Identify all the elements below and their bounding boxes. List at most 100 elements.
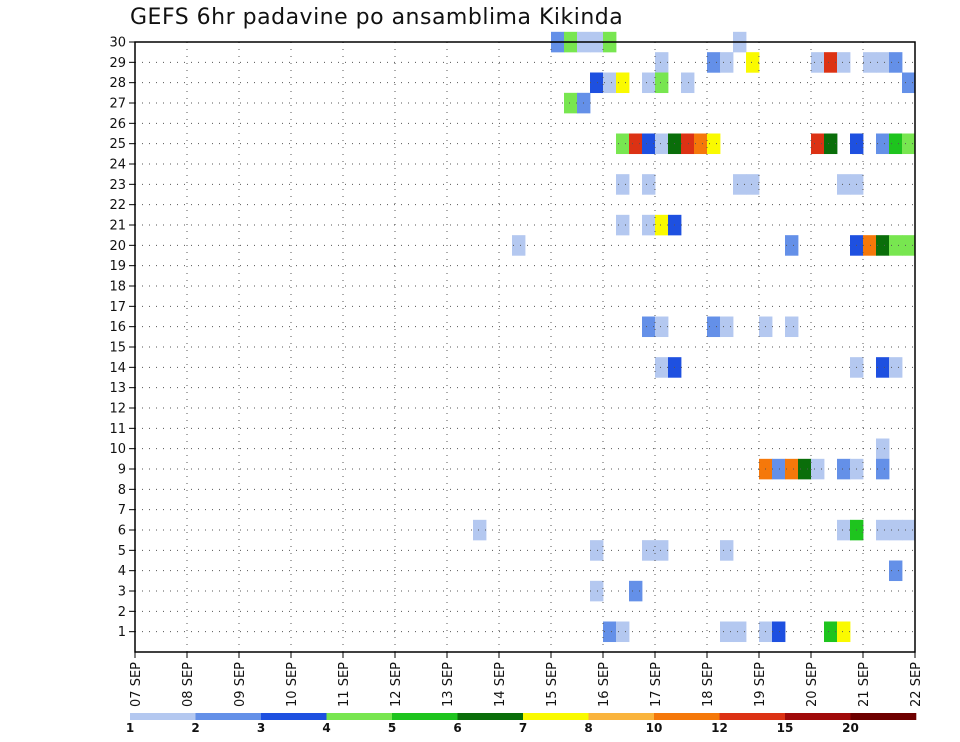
y-tick-label: 3 bbox=[118, 585, 126, 600]
x-tick-label: 13 SEP bbox=[441, 662, 456, 707]
colorbar-swatch bbox=[785, 713, 851, 720]
x-tick-label: 11 SEP bbox=[337, 662, 352, 707]
colorbar-label: 12 bbox=[711, 721, 728, 735]
y-tick-label: 16 bbox=[109, 320, 126, 335]
heatmap-cell bbox=[824, 52, 838, 73]
heatmap-cell bbox=[655, 214, 669, 236]
heatmap-cell bbox=[889, 519, 903, 541]
y-tick-label: 1 bbox=[118, 625, 126, 640]
heatmap-cell bbox=[785, 458, 799, 480]
y-tick-label: 13 bbox=[109, 381, 126, 396]
x-tick-label: 17 SEP bbox=[649, 662, 664, 707]
heatmap-cell bbox=[707, 133, 721, 155]
heatmap-cell bbox=[603, 72, 617, 94]
heatmap-cell bbox=[876, 458, 890, 480]
heatmap-cell bbox=[811, 52, 825, 73]
heatmap-cell bbox=[720, 52, 734, 73]
heatmap-cell bbox=[863, 52, 877, 73]
x-tick-label: 07 SEP bbox=[129, 662, 144, 707]
colorbar-swatch bbox=[654, 713, 720, 720]
chart-title: GEFS 6hr padavine po ansamblima Kikinda bbox=[130, 5, 624, 30]
y-tick-label: 26 bbox=[109, 117, 126, 132]
heatmap-cell bbox=[837, 621, 851, 643]
heatmap-cell bbox=[655, 133, 669, 155]
y-tick-label: 27 bbox=[109, 97, 126, 112]
heatmap-cell bbox=[642, 133, 656, 155]
colorbar-label: 8 bbox=[584, 721, 592, 735]
heatmap-cell bbox=[876, 438, 890, 460]
colorbar-label: 2 bbox=[191, 721, 199, 735]
y-tick-label: 18 bbox=[109, 280, 126, 295]
heatmap-cell bbox=[902, 235, 916, 256]
heatmap-cell bbox=[889, 560, 903, 582]
heatmap-cell bbox=[824, 133, 838, 155]
x-tick-label: 14 SEP bbox=[493, 662, 508, 707]
colorbar-label: 4 bbox=[322, 721, 330, 735]
heatmap-cell bbox=[720, 316, 734, 338]
y-tick-label: 15 bbox=[109, 341, 126, 356]
colorbar-label: 7 bbox=[519, 721, 527, 735]
heatmap-cell bbox=[694, 133, 708, 155]
heatmap-cell bbox=[746, 52, 760, 73]
colorbar-swatch bbox=[392, 713, 458, 720]
x-tick-label: 21 SEP bbox=[857, 662, 872, 707]
y-tick-label: 29 bbox=[109, 56, 126, 71]
heatmap-cell bbox=[811, 133, 825, 155]
y-tick-label: 12 bbox=[109, 402, 126, 417]
heatmap-cell bbox=[798, 458, 812, 480]
heatmap-cell bbox=[733, 174, 747, 195]
heatmap-cell bbox=[707, 316, 721, 338]
heatmap-cell bbox=[616, 72, 630, 94]
x-tick-label: 12 SEP bbox=[389, 662, 404, 707]
colorbar-swatch bbox=[130, 713, 196, 720]
heatmap-cell bbox=[876, 52, 890, 73]
colorbar-swatch bbox=[326, 713, 393, 720]
heatmap-cell bbox=[746, 174, 760, 195]
heatmap-cell bbox=[642, 214, 656, 236]
heatmap-cell bbox=[642, 540, 656, 561]
y-tick-label: 4 bbox=[118, 564, 126, 579]
heatmap-cell bbox=[863, 235, 877, 256]
x-tick-label: 08 SEP bbox=[181, 662, 196, 707]
heatmap-cell bbox=[616, 621, 630, 643]
x-tick-label: 20 SEP bbox=[805, 662, 820, 707]
heatmap-cell bbox=[642, 316, 656, 338]
heatmap-cell bbox=[889, 357, 903, 378]
y-tick-label: 22 bbox=[109, 198, 126, 213]
y-tick-label: 21 bbox=[109, 219, 126, 234]
y-tick-label: 24 bbox=[109, 158, 126, 173]
y-tick-label: 7 bbox=[118, 503, 126, 518]
heatmap-cell bbox=[681, 72, 695, 94]
heatmap-cell bbox=[655, 316, 669, 338]
heatmap-cell bbox=[876, 235, 890, 256]
heatmap-cell bbox=[785, 235, 799, 256]
y-tick-label: 6 bbox=[118, 524, 126, 539]
heatmap-cell bbox=[837, 52, 851, 73]
colorbar-swatch bbox=[850, 713, 917, 720]
heatmap-cell bbox=[837, 519, 851, 541]
heatmap-cell bbox=[733, 621, 747, 643]
colorbar-swatch bbox=[523, 713, 589, 720]
heatmap-cell bbox=[590, 72, 604, 94]
x-tick-label: 22 SEP bbox=[909, 662, 924, 707]
heatmap-cell bbox=[473, 519, 487, 541]
heatmap-cell bbox=[681, 133, 695, 155]
heatmap-cell bbox=[902, 133, 916, 155]
colorbar-label: 20 bbox=[842, 721, 859, 735]
colorbar-label: 3 bbox=[257, 721, 265, 735]
y-tick-label: 20 bbox=[109, 239, 126, 254]
heatmap-cell bbox=[902, 72, 916, 94]
heatmap-cells bbox=[473, 31, 916, 643]
y-tick-label: 23 bbox=[109, 178, 126, 193]
y-tick-label: 2 bbox=[118, 605, 126, 620]
heatmap-cell bbox=[590, 540, 604, 561]
heatmap-cell bbox=[590, 580, 604, 602]
y-axis: 1234567891011121314151617181920212223242… bbox=[109, 36, 135, 640]
y-tick-label: 8 bbox=[118, 483, 126, 498]
heatmap-cell bbox=[655, 357, 669, 378]
colorbar-label: 6 bbox=[453, 721, 461, 735]
plot-frame bbox=[134, 41, 916, 653]
y-tick-label: 25 bbox=[109, 137, 126, 152]
heatmap-cell bbox=[564, 92, 578, 114]
heatmap-cell bbox=[889, 133, 903, 155]
